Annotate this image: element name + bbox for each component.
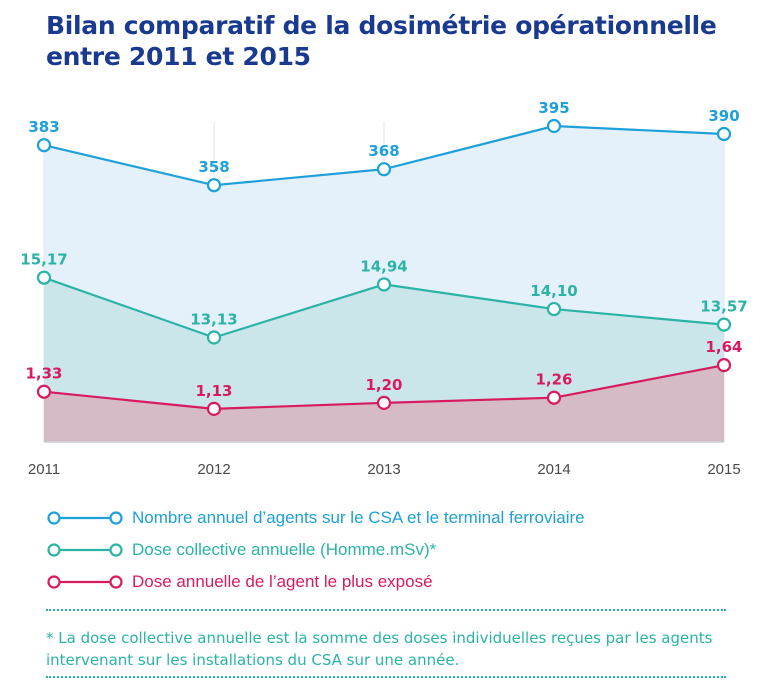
legend-marker-end <box>109 543 123 557</box>
legend-label-agents: Nombre annuel d’agents sur le CSA et le … <box>132 508 585 527</box>
data-label-2-2014: 14,10 <box>530 282 577 300</box>
data-label-1-2012: 358 <box>198 158 229 176</box>
data-label-3-2013: 1,20 <box>365 376 402 394</box>
data-point-1-2011 <box>36 138 52 153</box>
chart-title: Bilan comparatif de la dosimétrie opérat… <box>46 10 717 72</box>
data-label-3-2015: 1,64 <box>705 338 742 356</box>
data-point-2-2014 <box>546 301 562 317</box>
data-label-1-2011: 383 <box>28 118 59 136</box>
chart-title-line-1: Bilan comparatif de la dosimétrie opérat… <box>46 11 717 40</box>
data-point-2-2012 <box>206 330 222 345</box>
legend-label-collective-dose: Dose collective annuelle (Homme.mSv)* <box>132 540 437 559</box>
data-point-2-2015 <box>716 317 732 332</box>
legend-marker-start <box>47 575 61 589</box>
data-point-1-2014 <box>546 118 562 134</box>
legend-label-max-dose: Dose annuelle de l’agent le plus exposé <box>132 572 433 591</box>
chart-title-line-2: entre 2011 et 2015 <box>46 42 311 71</box>
line-chart: 383 358 368 395 390 15,17 13,13 14,94 14,10 13,57… <box>20 99 747 478</box>
legend-marker-start <box>47 543 61 557</box>
data-label-3-2011: 1,33 <box>25 365 62 383</box>
data-label-3-2012: 1,13 <box>195 382 232 400</box>
data-point-1-2013 <box>376 162 392 177</box>
x-tick-label-2014: 2014 <box>537 461 570 478</box>
legend-line-marker-icon <box>47 543 123 557</box>
data-point-1-2012 <box>206 178 222 193</box>
data-label-2-2012: 13,13 <box>190 311 237 329</box>
x-tick-label-2013: 2013 <box>367 461 400 478</box>
data-label-2-2013: 14,94 <box>360 257 407 275</box>
footnote: * La dose collective annuelle est la som… <box>46 629 713 669</box>
legend-marker-end <box>109 511 123 525</box>
data-point-3-2012 <box>206 401 222 416</box>
data-label-2-2015: 13,57 <box>700 298 747 316</box>
data-label-2-2011: 15,17 <box>20 251 67 269</box>
x-tick-label-2012: 2012 <box>197 461 230 478</box>
legend-marker-start <box>47 511 61 525</box>
data-point-3-2011 <box>36 384 52 399</box>
data-point-2-2013 <box>376 277 392 292</box>
x-tick-label-2011: 2011 <box>28 461 60 478</box>
x-tick-label-2015: 2015 <box>707 461 740 478</box>
data-point-3-2014 <box>546 390 562 405</box>
legend-line-marker-icon <box>47 575 123 589</box>
divider-bottom <box>46 676 726 678</box>
legend-marker-end <box>109 575 123 589</box>
data-label-3-2014: 1,26 <box>535 371 572 389</box>
data-point-3-2015 <box>716 358 732 373</box>
divider-top <box>46 609 726 611</box>
legend-line-marker-icon <box>47 511 123 525</box>
data-label-1-2013: 368 <box>368 142 399 160</box>
data-point-2-2011 <box>36 270 52 285</box>
data-point-1-2015 <box>716 126 732 142</box>
data-label-1-2015: 390 <box>708 107 739 125</box>
data-label-1-2014: 395 <box>538 99 569 117</box>
data-point-3-2013 <box>376 395 392 410</box>
